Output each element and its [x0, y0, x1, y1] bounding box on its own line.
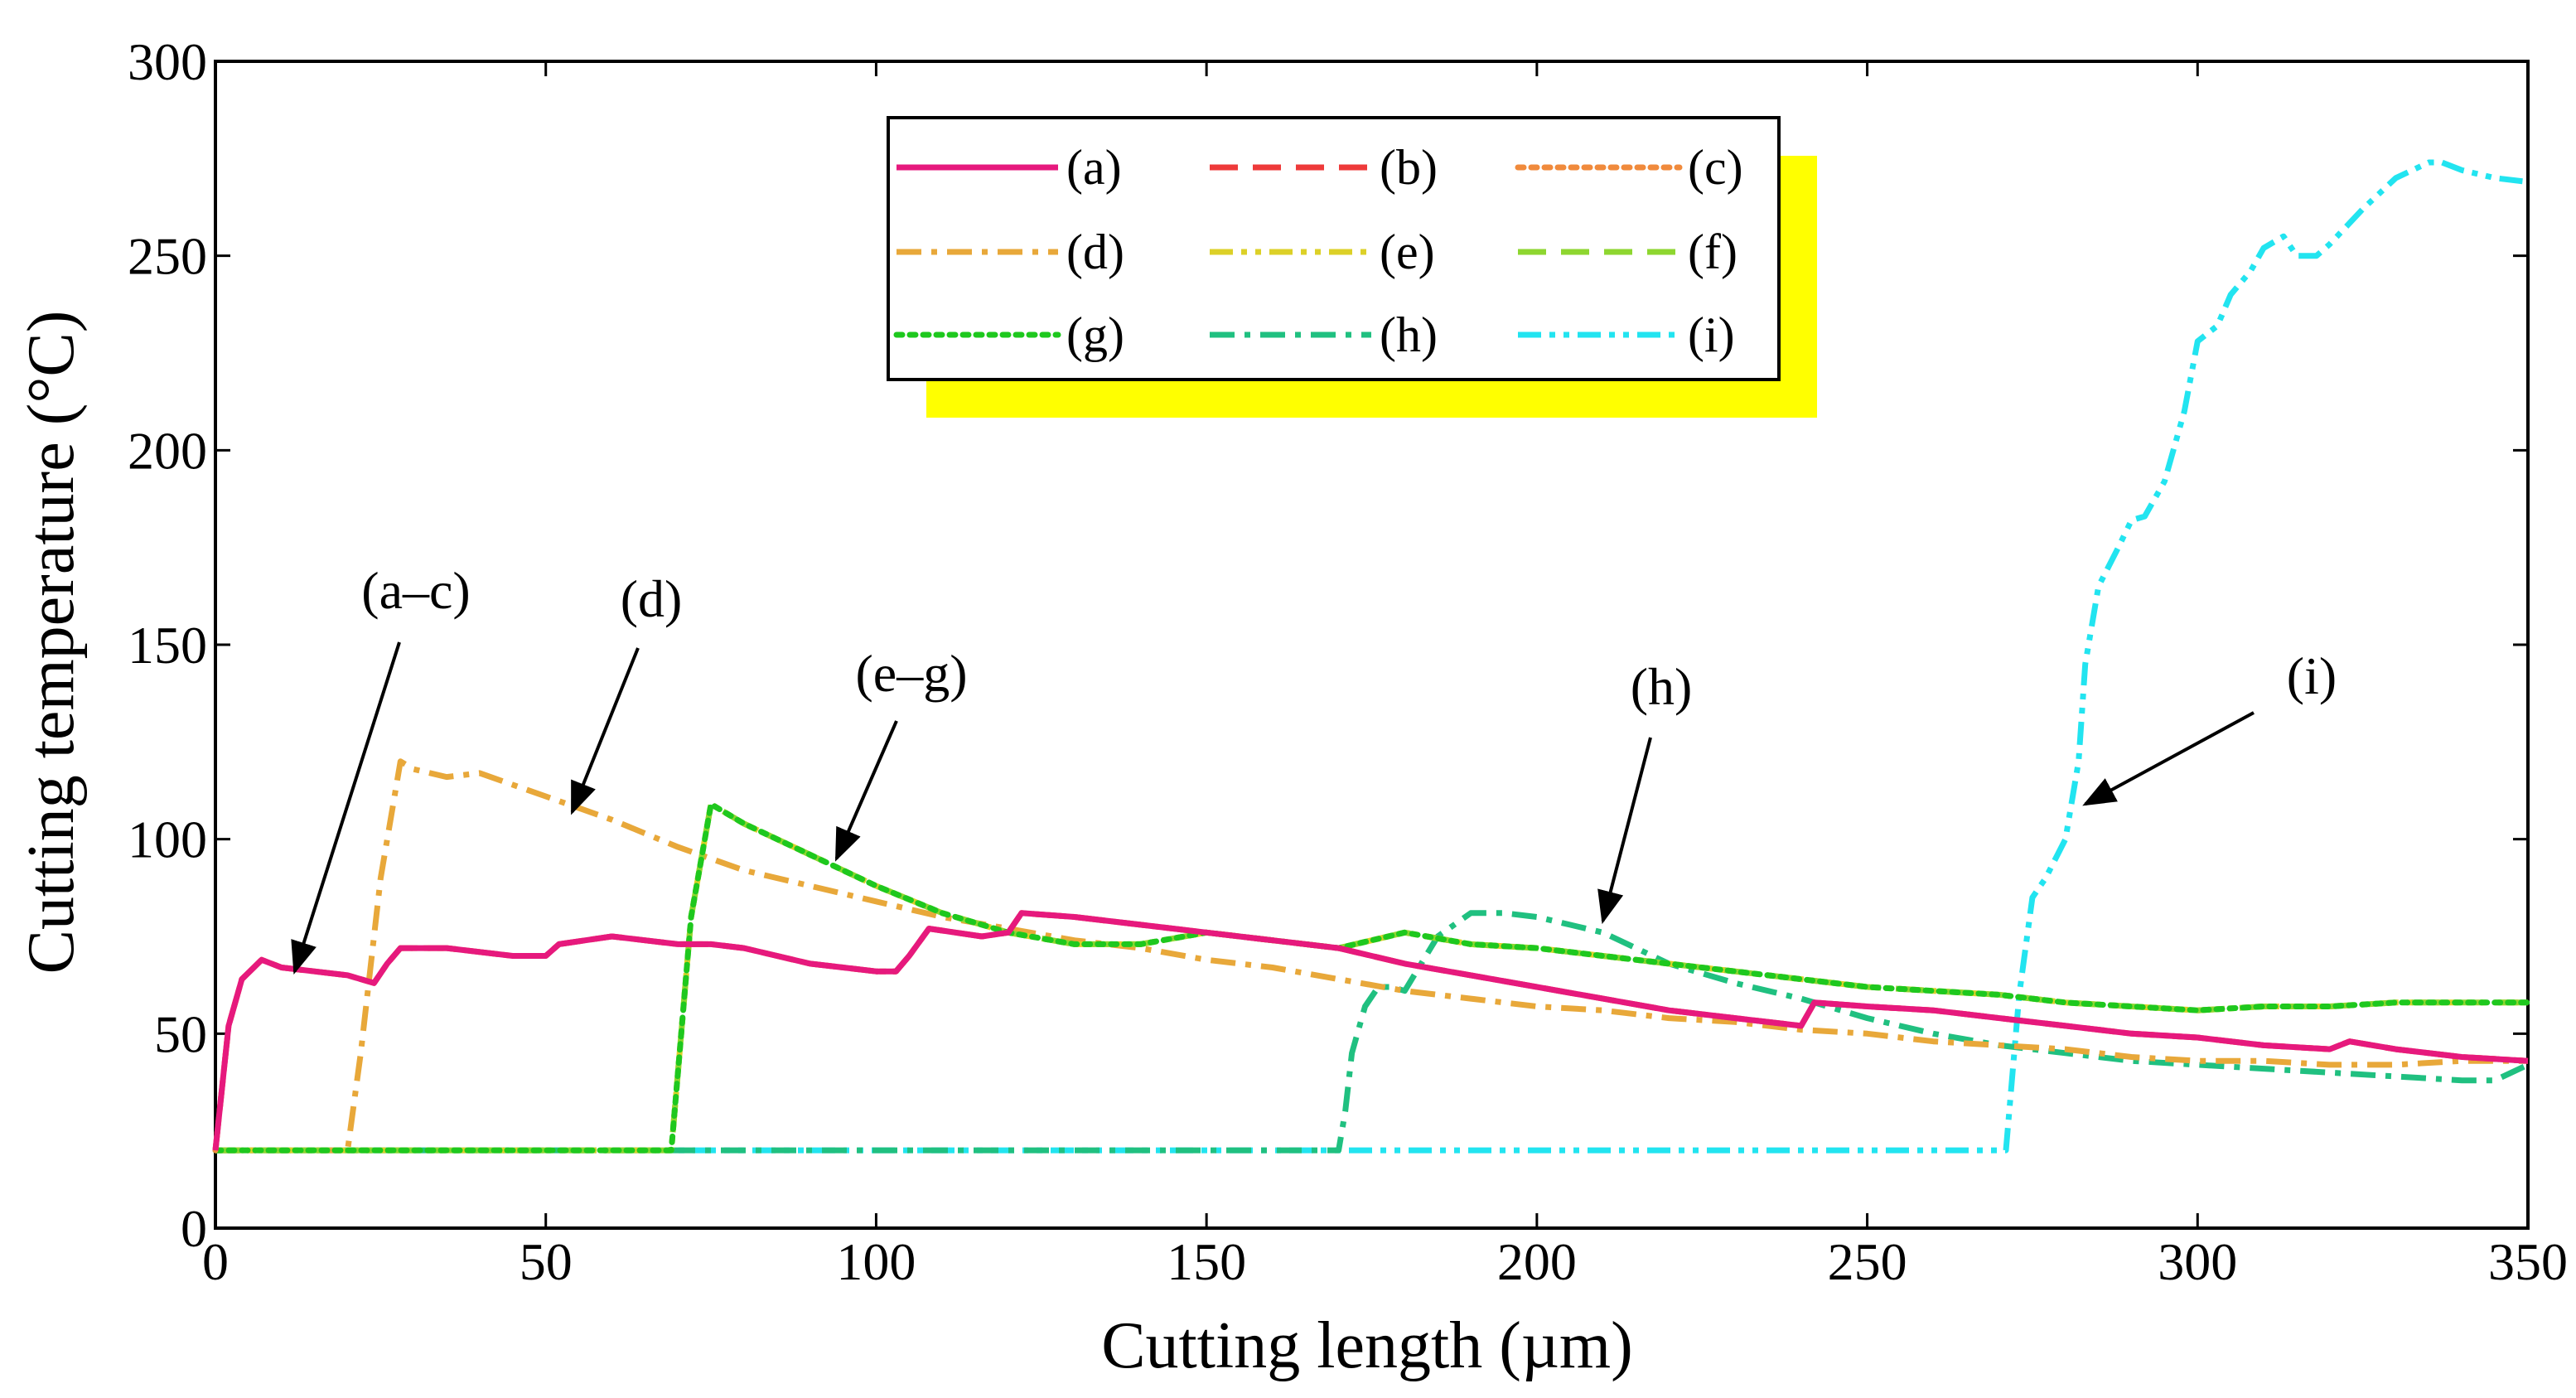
series-line-a: [212, 910, 2529, 1151]
x-tick-label: 0: [202, 1232, 229, 1291]
plot-series: [212, 159, 2531, 1154]
x-tick-label: 50: [520, 1232, 573, 1291]
legend-label-d: (d): [1066, 225, 1124, 279]
annotations: (a–c) (d) (e–g) (h) (i): [291, 561, 2337, 975]
x-tick-label: 350: [2488, 1232, 2568, 1291]
legend-label-e: (e): [1380, 225, 1435, 279]
legend-label-b: (b): [1380, 140, 1438, 195]
annotation-arrow: [2082, 711, 2255, 806]
series-line-c: [212, 910, 2531, 1154]
legend-label-a: (a): [1066, 140, 1122, 195]
series-line-h: [215, 910, 2530, 1154]
x-tick-label: 200: [1497, 1232, 1577, 1291]
annotation-label: (e–g): [855, 644, 967, 703]
y-tick-label: 250: [128, 227, 207, 286]
x-tick-label: 300: [2158, 1232, 2237, 1291]
annotation-label: (a–c): [361, 561, 470, 620]
annotation-arrow: [291, 641, 401, 975]
series-line-g: [212, 801, 2531, 1154]
y-tick-label: 0: [181, 1199, 207, 1258]
legend: (a) (b) (c) (d) (e) (f) (g) (h) (i): [887, 116, 1817, 418]
y-axis-title: Cutting temperature (°C): [15, 311, 88, 975]
y-tick-label: 200: [128, 421, 207, 480]
legend-label-c: (c): [1688, 140, 1743, 195]
annotation-label: (h): [1631, 657, 1693, 716]
annotation-label: (i): [2287, 646, 2337, 705]
legend-label-h: (h): [1380, 307, 1438, 362]
annotation-arrow: [834, 720, 898, 862]
legend-label-i: (i): [1688, 307, 1735, 362]
y-tick-label: 50: [154, 1004, 207, 1063]
x-axis-title: Cutting length (µm): [1101, 1309, 1633, 1382]
series-line-b: [212, 910, 2529, 1151]
series-line-f: [215, 801, 2528, 1154]
x-tick-label: 250: [1828, 1232, 1907, 1291]
series-line-i: [215, 159, 2529, 1154]
y-tick-label: 300: [128, 32, 207, 91]
axis-ticks: 0 50 100 150 200 250 300 350 0 50 100 150 200 250 300: [128, 32, 2568, 1291]
legend-label-f: (f): [1688, 225, 1737, 279]
series-line-d: [215, 758, 2528, 1154]
annotation-label: (d): [621, 569, 683, 628]
y-tick-label: 100: [128, 810, 207, 869]
annotation-arrow: [570, 647, 640, 815]
annotation-arrow: [1597, 737, 1652, 925]
legend-label-g: (g): [1066, 307, 1124, 362]
legend-box: [887, 116, 1781, 381]
x-tick-label: 150: [1167, 1232, 1246, 1291]
series-line-e: [215, 801, 2528, 1154]
y-tick-label: 150: [128, 616, 207, 675]
x-tick-label: 100: [836, 1232, 916, 1291]
